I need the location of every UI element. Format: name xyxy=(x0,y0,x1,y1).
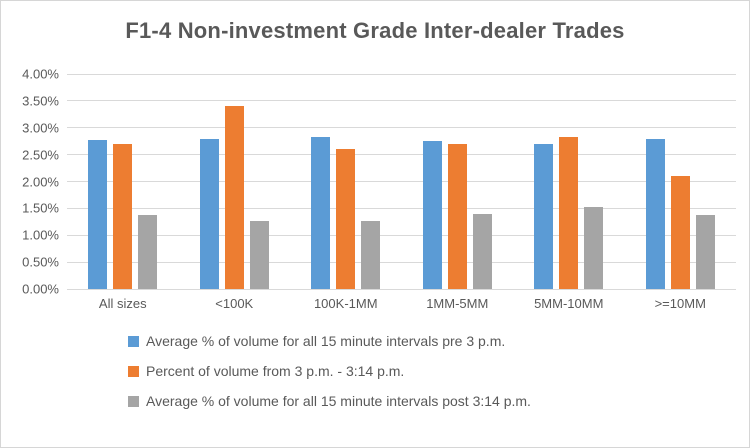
bar xyxy=(584,207,604,289)
legend-item: Percent of volume from 3 p.m. - 3:14 p.m… xyxy=(128,363,749,379)
bar-groups xyxy=(67,74,736,289)
bar xyxy=(422,141,442,289)
legend-swatch-icon xyxy=(128,395,139,407)
y-tick-label: 3.00% xyxy=(22,120,59,136)
bar-group xyxy=(290,74,402,289)
gridline xyxy=(67,73,736,75)
y-axis: 4.00% 3.50% 3.00% 2.50% 2.00% 1.50% 1.00% 0.50%… xyxy=(15,67,67,297)
bar xyxy=(670,176,690,289)
gridline xyxy=(67,181,736,182)
category-label: <100K xyxy=(215,296,254,311)
gridline xyxy=(67,207,736,209)
y-tick-label: 0.50% xyxy=(22,254,59,270)
bar xyxy=(249,220,269,289)
category-label: 100K-1MM xyxy=(313,296,378,311)
bar xyxy=(199,139,219,289)
legend-item: Average % of volume for all 15 minute in… xyxy=(128,393,749,409)
y-tick-label: 1.00% xyxy=(22,227,59,243)
legend-label: Average % of volume for all 15 minute in… xyxy=(146,393,531,409)
chart-title: F1-4 Non-investment Grade Inter-dealer T… xyxy=(125,18,625,43)
bar-group xyxy=(67,74,179,289)
bar xyxy=(645,139,665,289)
bar xyxy=(311,136,331,289)
bar xyxy=(472,213,492,289)
bar xyxy=(88,139,108,289)
y-tick-label: 4.00% xyxy=(22,66,59,82)
gridline xyxy=(67,154,736,156)
legend: Average % of volume for all 15 minute in… xyxy=(128,333,749,409)
category-label: 5MM-10MM xyxy=(534,296,604,311)
bar-group xyxy=(625,74,737,289)
bar xyxy=(336,149,356,289)
bar xyxy=(224,106,244,289)
gridline xyxy=(67,288,736,290)
category-label: 1MM-5MM xyxy=(426,296,489,311)
bar xyxy=(695,214,715,289)
bar xyxy=(534,143,554,289)
bar xyxy=(559,136,579,289)
legend-item: Average % of volume for all 15 minute in… xyxy=(128,333,749,349)
gridline xyxy=(67,100,736,102)
bar xyxy=(361,220,381,289)
legend-swatch-icon xyxy=(128,335,139,347)
y-tick-label: 2.00% xyxy=(22,174,59,189)
bar-group xyxy=(402,74,514,289)
bar-group xyxy=(513,74,625,289)
bar-group xyxy=(179,74,291,289)
category-label: All sizes xyxy=(98,296,147,311)
legend-label: Percent of volume from 3 p.m. - 3:14 p.m… xyxy=(146,363,405,379)
category-label: >=10MM xyxy=(654,296,706,311)
legend-label: Average % of volume for all 15 minute in… xyxy=(146,333,506,349)
y-tick-label: 1.50% xyxy=(22,200,59,216)
plot-wrap: 4.00% 3.50% 3.00% 2.50% 2.00% 1.50% 1.00% 0.50%… xyxy=(15,67,736,311)
bar xyxy=(113,143,133,289)
y-tick-label: 2.50% xyxy=(22,147,59,163)
plot-area xyxy=(67,73,736,290)
y-tick-label: 3.50% xyxy=(22,93,59,109)
bar xyxy=(138,215,158,289)
legend-swatch-icon xyxy=(128,365,139,377)
x-axis: All sizes <100K 100K-1MM 1MM-5MM 5MM-10MM >=1… xyxy=(67,296,736,311)
bar xyxy=(447,143,467,289)
gridline xyxy=(67,127,736,129)
y-tick-label: 0.00% xyxy=(22,281,59,297)
gridline xyxy=(67,234,736,236)
gridline xyxy=(67,261,736,263)
plot-column: All sizes <100K 100K-1MM 1MM-5MM 5MM-10MM >=1… xyxy=(67,73,736,311)
